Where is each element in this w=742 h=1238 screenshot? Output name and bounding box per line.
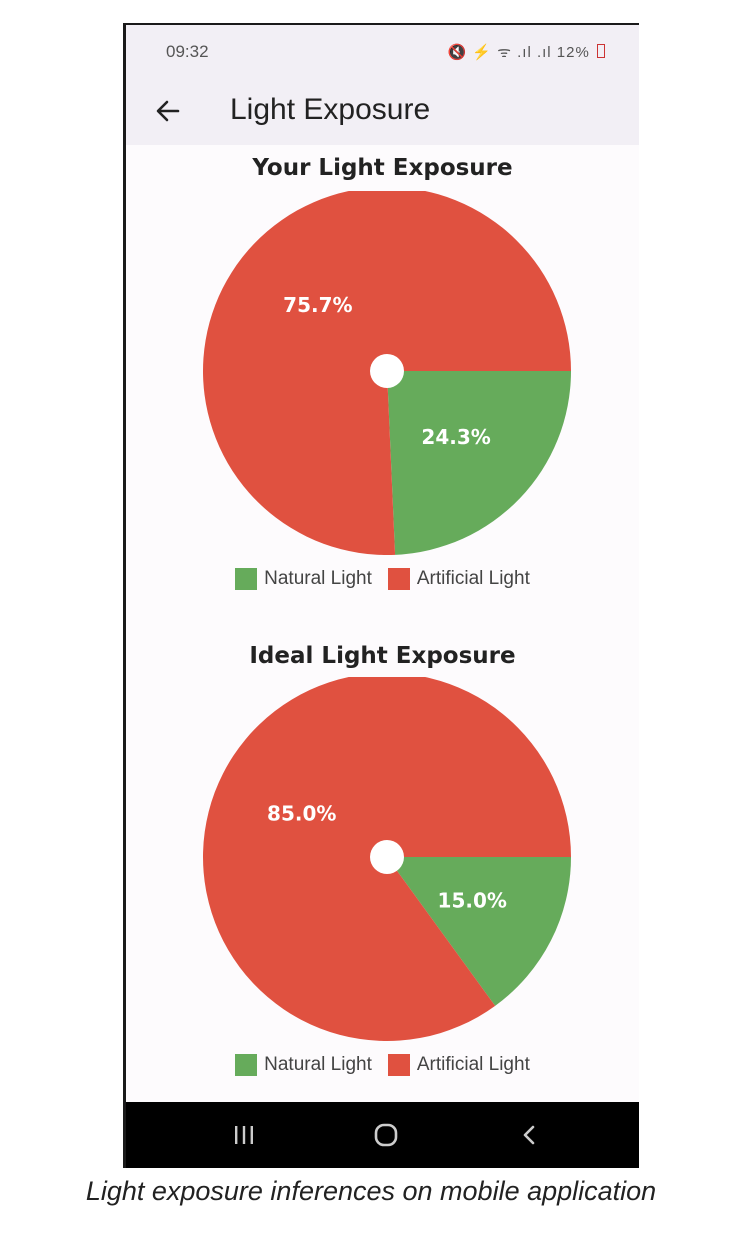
pie-slice-natural[interactable] [387,371,571,555]
back-button[interactable] [146,89,190,133]
legend-your-exposure: Natural Light Artificial Light [126,568,639,590]
pie-center-hole [370,840,404,874]
chart-title: Your Light Exposure [252,155,513,181]
legend-swatch-natural [235,568,258,590]
chart-ideal-exposure: Ideal Light Exposure [126,643,639,669]
legend-item-natural[interactable]: Natural Light [235,1054,372,1076]
battery-level: 12% [556,44,590,61]
back-chevron-icon [523,1125,535,1145]
phone-screen: 09:32 🔇 ⚡ ᯤ .ıl .ıl 12% Light Exposure Y… [123,23,639,1168]
legend-item-artificial[interactable]: Artificial Light [387,568,530,590]
slice-value-label: 85.0% [267,802,336,826]
system-nav-bar [126,1102,639,1168]
recents-button[interactable] [224,1115,264,1155]
pie-slice-natural[interactable] [387,857,571,1006]
legend-swatch-artificial [387,568,410,590]
pie-center-hole [370,354,404,388]
pie-chart-ideal-exposure: 15.0% 85.0% [203,677,571,1041]
battery-icon [597,44,605,58]
home-button[interactable] [366,1115,406,1155]
status-bar: 09:32 🔇 ⚡ ᯤ .ıl .ıl 12% [126,25,639,77]
chart-your-exposure: Your Light Exposure [126,155,639,181]
slice-value-label: 24.3% [421,425,490,449]
status-icons: 🔇 ⚡ ᯤ .ıl .ıl 12% [448,42,605,62]
recents-icon [235,1126,253,1144]
legend-item-natural[interactable]: Natural Light [235,568,372,590]
legend-label-natural: Natural Light [264,1054,372,1075]
legend-swatch-artificial [387,1054,410,1076]
status-time: 09:32 [166,42,209,61]
app-bar: Light Exposure [126,77,639,145]
legend-label-artificial: Artificial Light [416,568,530,589]
pie-chart-your-exposure: 24.3% 75.7% [203,191,571,555]
legend-label-natural: Natural Light [264,568,372,589]
chart-title: Ideal Light Exposure [249,643,516,669]
home-icon [374,1123,398,1147]
legend-item-artificial[interactable]: Artificial Light [387,1054,530,1076]
slice-value-label: 75.7% [283,293,352,317]
legend-ideal-exposure: Natural Light Artificial Light [126,1054,639,1076]
slice-value-label: 15.0% [438,888,507,912]
page-title: Light Exposure [230,93,431,126]
figure-caption: Light exposure inferences on mobile appl… [85,1176,657,1206]
legend-swatch-natural [235,1054,258,1076]
system-back-button[interactable] [510,1115,550,1155]
arrow-left-icon [156,100,180,122]
legend-label-artificial: Artificial Light [416,1054,530,1075]
signal-icons: 🔇 ⚡ ᯤ .ıl .ıl [447,44,552,61]
